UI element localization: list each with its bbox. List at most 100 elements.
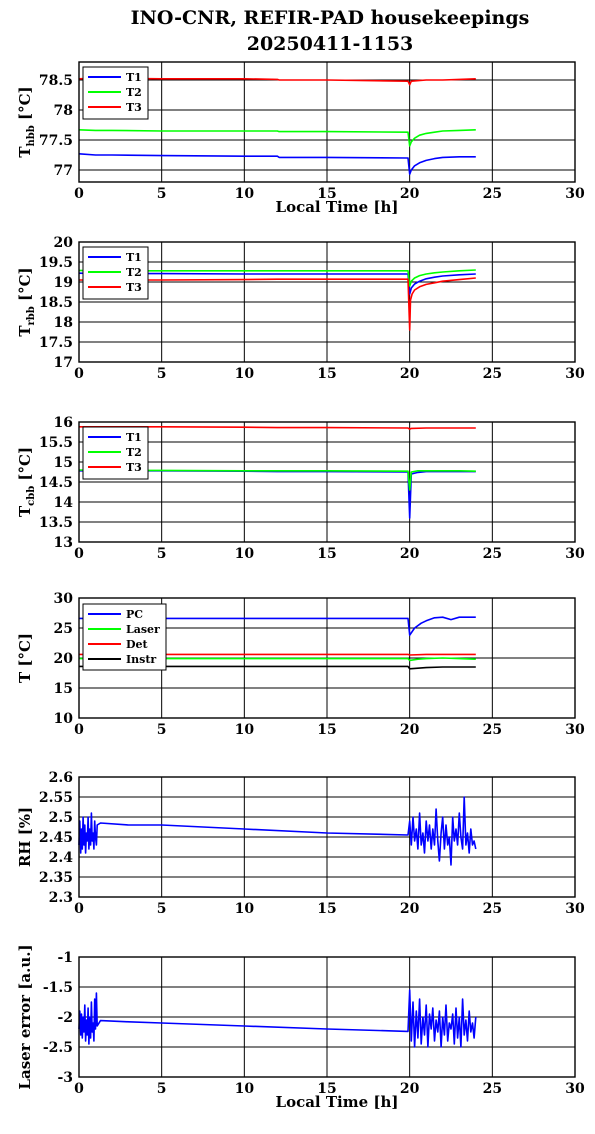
y-tick-label: 77 <box>54 163 73 179</box>
legend-label-t1: T1 <box>126 431 142 444</box>
x-tick-label: 5 <box>157 1081 167 1097</box>
series-line-t2 <box>78 129 476 147</box>
x-tick-label: 20 <box>400 366 420 382</box>
x-tick-label: 10 <box>235 186 255 202</box>
y-tick-label: 78 <box>54 103 73 119</box>
y-tick-label: -3 <box>57 1070 73 1086</box>
plot-frame <box>78 776 576 898</box>
legend: T1 T2 T3 <box>82 246 149 300</box>
x-tick-label: 0 <box>74 901 84 917</box>
y-tick-label: 17.5 <box>39 335 73 351</box>
chart-panel-1: 0 5 10 15 20 25 30 77 77.5 78 78.5 Local Time [h] Th… <box>16 61 585 216</box>
series-line-t3 <box>79 277 476 331</box>
x-tick-label: 0 <box>74 722 84 738</box>
y-tick-label: 20 <box>54 235 74 251</box>
x-tick-label: 20 <box>400 1081 420 1097</box>
x-tick-label: 15 <box>317 722 336 738</box>
x-tick-label: 0 <box>74 366 84 382</box>
legend-label-t2: T2 <box>126 266 142 279</box>
legend-label-instr: Instr <box>126 653 156 666</box>
x-tick-label: 30 <box>565 366 585 382</box>
plot-frame <box>78 597 576 719</box>
figure-title-line2: 20250411-1153 <box>247 33 414 55</box>
legend-label-laser: Laser <box>126 623 160 636</box>
x-tick-label: 0 <box>74 546 84 562</box>
y-tick-label: 77.5 <box>39 133 73 149</box>
x-tick-label: 25 <box>483 722 502 738</box>
figure-title-line1: INO-CNR, REFIR-PAD housekeepings <box>131 7 530 29</box>
y-axis-label: Thbb [°C] <box>16 86 37 157</box>
x-tick-label: 30 <box>565 901 585 917</box>
y-tick-label: -1 <box>57 950 73 966</box>
chart-panel-2: 0 5 10 15 20 25 30 17 17.5 18 18.5 19 19.5 20 Trbb [°C… <box>16 235 585 382</box>
x-tick-label: 5 <box>157 186 167 202</box>
y-tick-label: -2.5 <box>43 1040 73 1056</box>
x-axis-label: Local Time [h] <box>276 198 399 216</box>
y-tick-label: 2.55 <box>39 790 73 806</box>
x-tick-label: 20 <box>400 546 420 562</box>
y-axis-label: RH [%] <box>16 807 34 867</box>
y-tick-label: 14.5 <box>39 475 73 491</box>
y-tick-label: 30 <box>54 591 74 607</box>
y-axis-label: Trbb [°C] <box>16 267 37 336</box>
x-tick-label: 25 <box>483 366 502 382</box>
chart-panel-6: 0 5 10 15 20 25 30 -3 -2.5 -2 -1.5 -1 Local Time [h]… <box>16 944 585 1111</box>
y-tick-label: 18.5 <box>39 295 73 311</box>
x-tick-label: 20 <box>400 901 420 917</box>
y-tick-label: 13.5 <box>39 515 73 531</box>
y-axis-label: T [°C] <box>16 633 34 683</box>
legend-label-t3: T3 <box>126 101 142 114</box>
y-tick-label: 15.5 <box>39 435 73 451</box>
y-tick-label: 2.5 <box>49 810 73 826</box>
y-tick-label: 2.35 <box>39 870 73 886</box>
legend-label-t3: T3 <box>126 461 142 474</box>
y-tick-label: 2.3 <box>49 890 73 906</box>
legend-label-t1: T1 <box>126 71 142 84</box>
legend-label-det: Det <box>126 638 149 651</box>
x-tick-label: 10 <box>235 546 255 562</box>
legend-label-t1: T1 <box>126 251 142 264</box>
chart-panels: 0 5 10 15 20 25 30 77 77.5 78 78.5 Local Time [h] Th… <box>16 61 585 1111</box>
y-tick-label: -2 <box>57 1010 73 1026</box>
series-line-t1 <box>78 153 476 175</box>
x-tick-label: 15 <box>317 546 336 562</box>
x-tick-label: 15 <box>317 1081 336 1097</box>
y-axis-label: Laser error [a.u.] <box>16 944 34 1089</box>
x-tick-label: 10 <box>235 901 255 917</box>
legend-label-t2: T2 <box>126 446 142 459</box>
x-tick-label: 25 <box>483 1081 502 1097</box>
x-tick-label: 5 <box>157 722 167 738</box>
x-tick-label: 25 <box>483 901 502 917</box>
x-tick-label: 5 <box>157 546 167 562</box>
plot-frame <box>78 241 576 363</box>
y-tick-label: 25 <box>54 621 73 637</box>
legend-label-t3: T3 <box>126 281 142 294</box>
x-tick-label: 5 <box>157 901 167 917</box>
legend: PC Laser Det Instr <box>82 603 167 671</box>
x-tick-label: 5 <box>157 366 167 382</box>
x-tick-label: 15 <box>317 186 336 202</box>
series-line-data <box>78 989 477 1048</box>
x-tick-label: 20 <box>400 722 420 738</box>
x-tick-label: 25 <box>483 546 502 562</box>
plot-frame <box>78 956 576 1078</box>
x-tick-label: 10 <box>235 1081 255 1097</box>
legend: T1 T2 T3 <box>82 426 149 480</box>
y-tick-label: 15 <box>54 455 73 471</box>
y-tick-label: 15 <box>54 681 73 697</box>
x-axis-label: Local Time [h] <box>276 1093 399 1111</box>
y-tick-label: 16 <box>54 415 73 431</box>
y-tick-label: 18 <box>54 315 73 331</box>
legend-label-pc: PC <box>126 608 143 621</box>
x-tick-label: 15 <box>317 366 336 382</box>
x-tick-label: 15 <box>317 901 336 917</box>
y-tick-label: 2.4 <box>49 850 74 866</box>
x-tick-label: 20 <box>400 186 420 202</box>
x-tick-label: 30 <box>565 546 585 562</box>
series-line-data <box>78 796 477 866</box>
x-tick-label: 25 <box>483 186 502 202</box>
y-axis-label: Tcbb [°C] <box>16 447 37 517</box>
y-tick-label: 19.5 <box>39 255 73 271</box>
y-tick-label: 10 <box>54 711 74 727</box>
